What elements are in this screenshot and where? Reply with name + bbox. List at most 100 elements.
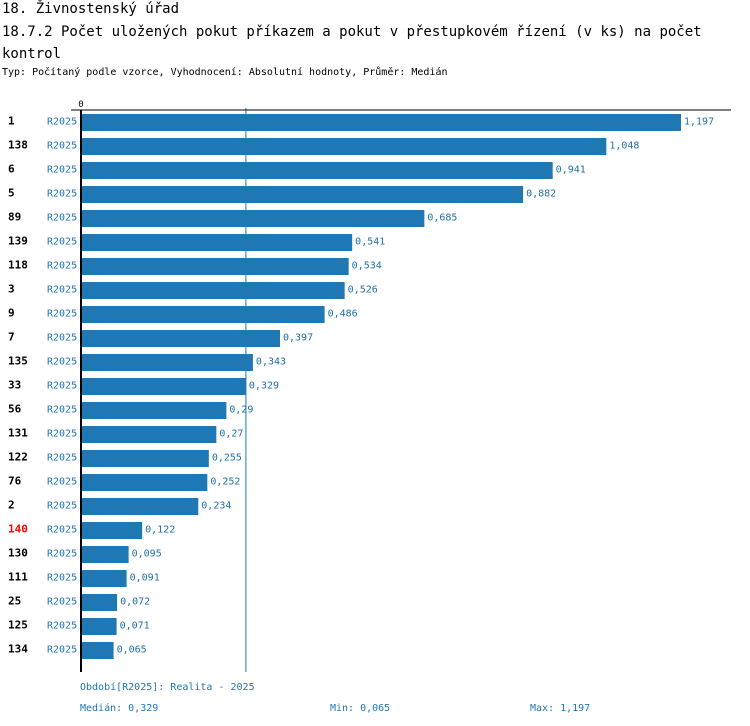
- value-label: 0,397: [283, 333, 313, 344]
- value-label: 0,095: [132, 549, 162, 560]
- bar: [81, 282, 345, 299]
- value-label: 0,941: [556, 165, 586, 176]
- bar: [81, 138, 607, 155]
- series-label: R2025: [47, 597, 77, 608]
- series-label: R2025: [47, 285, 77, 296]
- series-label: R2025: [47, 621, 77, 632]
- footer-median: Medián: 0,329: [80, 703, 159, 714]
- category-label: 9: [8, 307, 15, 320]
- footer-max: Max: 1,197: [530, 703, 591, 714]
- bar: [81, 474, 208, 491]
- category-label: 131: [8, 427, 28, 440]
- value-label: 0,329: [249, 381, 279, 392]
- footer-period: Období[R2025]: Realita - 2025: [80, 682, 255, 693]
- series-label: R2025: [47, 453, 77, 464]
- value-label: 0,343: [256, 357, 286, 368]
- bar: [81, 618, 117, 635]
- bar: [81, 378, 246, 395]
- bar: [81, 234, 353, 251]
- series-label: R2025: [47, 261, 77, 272]
- value-label: 1,048: [609, 141, 639, 152]
- series-label: R2025: [47, 477, 77, 488]
- value-label: 0,27: [219, 429, 243, 440]
- bar: [81, 402, 227, 419]
- value-label: 0,122: [145, 525, 175, 536]
- category-label: 125: [8, 619, 28, 632]
- category-label: 6: [8, 163, 15, 176]
- bar: [81, 450, 209, 467]
- value-label: 0,882: [526, 189, 556, 200]
- series-label: R2025: [47, 645, 77, 656]
- series-label: R2025: [47, 525, 77, 536]
- category-label: 25: [8, 595, 21, 608]
- bar: [81, 522, 143, 539]
- category-label: 89: [8, 211, 21, 224]
- category-label: 2: [8, 499, 15, 512]
- value-label: 0,252: [210, 477, 240, 488]
- bar: [81, 186, 524, 203]
- value-label: 0,29: [229, 405, 253, 416]
- series-label: R2025: [47, 237, 77, 248]
- category-label: 7: [8, 331, 15, 344]
- category-label: 139: [8, 235, 28, 248]
- category-label: 1: [8, 115, 15, 128]
- series-label: R2025: [47, 357, 77, 368]
- bar: [81, 114, 681, 131]
- series-label: R2025: [47, 309, 77, 320]
- bar: [81, 162, 553, 179]
- footer-min: Min: 0,065: [330, 703, 391, 714]
- bar: [81, 210, 425, 227]
- series-label: R2025: [47, 213, 77, 224]
- series-label: R2025: [47, 141, 77, 152]
- bar: [81, 642, 114, 659]
- value-label: 0,534: [352, 261, 382, 272]
- value-label: 0,685: [427, 213, 457, 224]
- category-label: 3: [8, 283, 15, 296]
- series-label: R2025: [47, 165, 77, 176]
- category-label: 140: [8, 523, 28, 536]
- category-label: 111: [8, 571, 28, 584]
- category-label: 56: [8, 403, 22, 416]
- category-label: 130: [8, 547, 28, 560]
- page-title: 18. Živnostenský úřad: [2, 1, 180, 17]
- series-label: R2025: [47, 501, 77, 512]
- value-label: 0,526: [348, 285, 378, 296]
- bar: [81, 258, 349, 275]
- value-label: 0,541: [355, 237, 385, 248]
- value-label: 0,071: [120, 621, 150, 632]
- series-label: R2025: [47, 333, 77, 344]
- chart-meta: Typ: Počítaný podle vzorce, Vyhodnocení:…: [2, 67, 448, 78]
- category-label: 134: [8, 643, 28, 656]
- chart-title: 18.7.2 Počet uložených pokut příkazem a …: [2, 24, 702, 62]
- value-label: 0,065: [117, 645, 147, 656]
- category-label: 118: [8, 259, 28, 272]
- value-label: 0,091: [130, 573, 160, 584]
- series-label: R2025: [47, 381, 77, 392]
- series-label: R2025: [47, 405, 77, 416]
- x-tick-label: 0: [78, 100, 83, 110]
- value-label: 0,486: [328, 309, 358, 320]
- category-label: 76: [8, 475, 22, 488]
- value-label: 0,072: [120, 597, 150, 608]
- value-label: 0,255: [212, 453, 242, 464]
- category-label: 5: [8, 187, 15, 200]
- bar: [81, 306, 325, 323]
- bar: [81, 354, 253, 371]
- series-label: R2025: [47, 573, 77, 584]
- series-label: R2025: [47, 429, 77, 440]
- value-label: 1,197: [684, 117, 714, 128]
- bar: [81, 546, 129, 563]
- bar: [81, 330, 280, 347]
- category-label: 138: [8, 139, 28, 152]
- bar: [81, 570, 127, 587]
- series-label: R2025: [47, 189, 77, 200]
- category-label: 33: [8, 379, 21, 392]
- category-label: 122: [8, 451, 28, 464]
- series-label: R2025: [47, 549, 77, 560]
- bar: [81, 498, 199, 515]
- bar: [81, 426, 217, 443]
- category-label: 135: [8, 355, 28, 368]
- series-label: R2025: [47, 117, 77, 128]
- bar: [81, 594, 118, 611]
